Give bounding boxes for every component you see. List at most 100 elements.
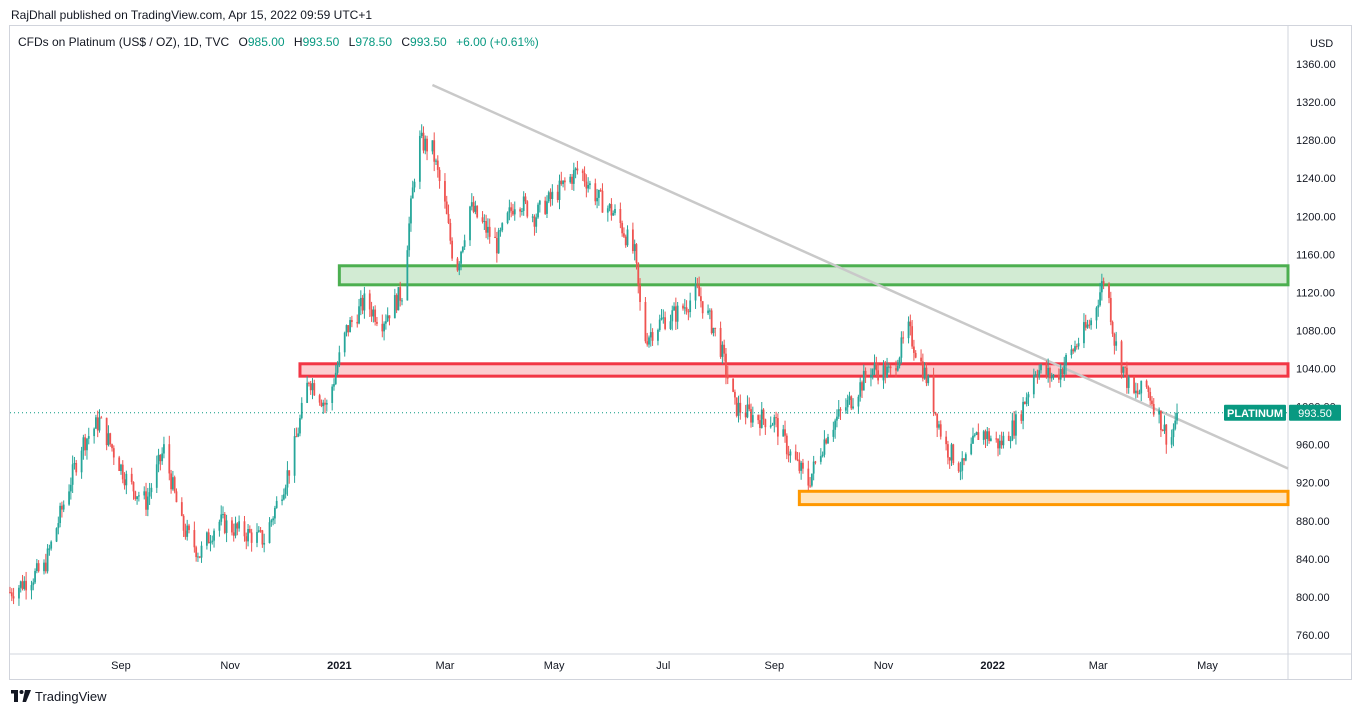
candle-body [118,457,121,472]
candle-body [533,216,536,227]
candle-body [900,337,903,358]
candle-body [458,263,461,271]
candle-body [184,530,187,537]
candle-body [1032,375,1035,395]
candle-body [436,160,439,170]
candle-body [376,321,378,324]
candle-body [286,470,289,488]
candle-body [175,491,178,503]
candle-body [877,370,880,381]
close-value: 993.50 [410,35,447,49]
candle-body [193,530,196,548]
candle-body [34,571,36,583]
publisher-line: RajDhall published on TradingView.com, A… [11,8,373,22]
candle-body [964,454,967,461]
candle-body [725,353,727,375]
candle-body [875,363,878,371]
candle-body [982,431,985,440]
candle-body [563,180,566,183]
candle-body [132,481,135,492]
candle-body [95,417,97,429]
candle-body [852,406,854,409]
candle-body [238,521,241,529]
time-axis[interactable]: Sep Nov 2021 Mar May Jul Sep Nov 2022 Mar May [111,660,1218,672]
candle-body [1063,365,1066,375]
candle-body [1045,364,1048,376]
candle-body [359,297,362,307]
candle-body [401,300,403,302]
candle-body [32,582,35,586]
candle-body [682,305,684,309]
candle-body [499,230,502,232]
price-tick-label: 880.00 [1296,516,1330,528]
price-tick-label: 840.00 [1296,554,1330,566]
ohlc-legend: CFDs on Platinum (US$ / OZ), 1D, TVC O98… [18,35,539,49]
price-axis[interactable]: 760.00800.00840.00880.00920.00960.001000… [1296,38,1336,642]
candle-body [96,417,99,431]
candle-body [556,191,559,200]
candle-body [1011,420,1014,441]
trendline[interactable] [431,83,1289,470]
candle-body [844,407,847,411]
candle-body [488,226,491,237]
candle-body [986,431,989,440]
candle-body [610,204,613,216]
candle-body [261,530,264,545]
candle-body [535,217,538,227]
candle-body [61,505,63,510]
candle-body [746,404,749,418]
low-value: 978.50 [355,35,393,49]
candle-body [73,463,76,465]
candle-body [275,500,278,508]
symbol-tag [1224,404,1286,421]
candle-body [902,337,905,339]
candle-body [1152,404,1155,415]
candle-body [952,444,955,464]
candle-body [1147,386,1150,392]
candle-body [989,438,992,441]
candle-body [735,397,738,416]
candle-body [685,307,688,312]
candle-body [823,439,826,455]
candle-body [571,176,573,184]
candle-body [562,180,564,185]
candle-body [936,413,939,428]
candle-body [972,435,974,444]
candle-body [481,217,484,222]
candle-body [399,287,402,301]
zone-support[interactable] [298,362,1290,378]
candle-body [30,585,33,591]
candle-body [150,487,153,493]
candle-body [1086,324,1089,328]
candle-body [363,293,366,311]
candle-body [932,376,935,412]
candle-body [311,383,314,391]
candle-body [648,337,650,345]
candle-body [807,468,810,486]
candle-body [388,315,391,319]
candle-body [120,464,122,472]
candle-body [472,202,475,212]
candle-body [343,332,346,353]
candle-body [521,210,523,212]
last-price-tag [1289,404,1341,421]
zone-support-low[interactable] [797,489,1290,507]
candle-body [93,428,96,437]
candle-body [1138,393,1141,395]
zone-resistance[interactable] [337,264,1290,287]
tradingview-logo[interactable]: TradingView [11,689,107,704]
candle-body [585,181,588,189]
candle-body [921,361,924,379]
candle-body [243,521,246,537]
candle-body [850,396,853,409]
candle-body [501,223,504,231]
candle-body [1025,397,1028,404]
candle-body [213,530,215,541]
candle-body [211,540,214,542]
candle-body [873,363,876,370]
candle-body [146,496,149,510]
candle-body [48,548,51,550]
candle-body [759,420,761,428]
candle-body [1151,400,1153,405]
